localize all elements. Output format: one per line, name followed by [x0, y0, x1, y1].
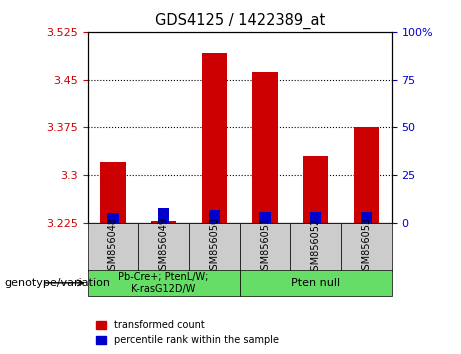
Bar [341, 223, 392, 271]
Bar [189, 223, 240, 271]
Text: GSM856051: GSM856051 [260, 217, 270, 276]
Bar [158, 208, 169, 223]
Bar [253, 72, 278, 223]
Bar [240, 223, 290, 271]
Bar [361, 212, 372, 223]
Text: genotype/variation: genotype/variation [5, 278, 111, 288]
Bar [240, 270, 392, 296]
Bar [100, 162, 125, 223]
Bar [88, 223, 138, 271]
Bar [107, 213, 118, 223]
Bar [151, 221, 176, 223]
Bar [310, 212, 321, 223]
Bar [354, 127, 379, 223]
Text: GSM856049: GSM856049 [159, 217, 169, 276]
Legend: transformed count, percentile rank within the sample: transformed count, percentile rank withi… [93, 316, 283, 349]
Text: Pb-Cre+; PtenL/W;
K-rasG12D/W: Pb-Cre+; PtenL/W; K-rasG12D/W [118, 272, 209, 294]
Bar [202, 53, 227, 223]
Bar [209, 210, 220, 223]
Text: GSM856053: GSM856053 [361, 217, 372, 276]
Text: GDS4125 / 1422389_at: GDS4125 / 1422389_at [154, 12, 325, 29]
Bar [138, 223, 189, 271]
Text: GSM856048: GSM856048 [108, 217, 118, 276]
Text: GSM856050: GSM856050 [209, 217, 219, 276]
Bar [260, 212, 271, 223]
Bar [290, 223, 341, 271]
Bar [303, 156, 328, 223]
Text: Pten null: Pten null [291, 278, 340, 288]
Text: GSM856052: GSM856052 [311, 217, 321, 276]
Bar [88, 270, 240, 296]
